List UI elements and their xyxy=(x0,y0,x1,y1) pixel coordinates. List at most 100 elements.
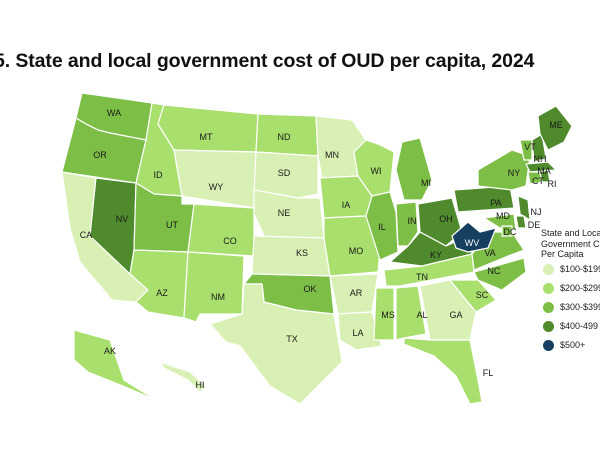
state-label-sc: SC xyxy=(476,290,489,300)
state-label-fl: FL xyxy=(483,368,494,378)
state-nc xyxy=(473,257,527,291)
state-sc xyxy=(449,279,497,313)
state-la xyxy=(337,311,383,351)
state-label-al: AL xyxy=(416,310,427,320)
state-al xyxy=(395,285,427,341)
state-label-wa: WA xyxy=(107,108,121,118)
state-vt xyxy=(519,139,533,161)
state-label-ri: RI xyxy=(548,179,557,189)
state-label-dc: DC xyxy=(504,227,517,237)
state-label-ma: MA xyxy=(537,166,551,176)
state-label-mt: MT xyxy=(200,132,213,142)
state-label-me: ME xyxy=(549,120,563,130)
state-label-ga: GA xyxy=(449,310,462,320)
state-label-ut: UT xyxy=(166,220,178,230)
state-ak xyxy=(73,329,157,401)
legend-swatch xyxy=(543,263,554,275)
state-pa xyxy=(453,185,515,213)
state-label-ar: AR xyxy=(350,288,363,298)
state-label-wy: WY xyxy=(209,182,224,192)
legend-item: $200-$299 xyxy=(541,282,600,298)
state-label-oh: OH xyxy=(439,214,453,224)
state-il xyxy=(365,191,399,261)
state-label-ky: KY xyxy=(430,250,442,260)
legend-swatch xyxy=(543,339,554,351)
state-de xyxy=(515,215,527,229)
state-ma xyxy=(525,161,557,173)
state-label-nc: NC xyxy=(488,266,501,276)
state-fl xyxy=(403,337,483,405)
legend-title: State and Local Government Cost Per Capi… xyxy=(541,228,600,260)
legend-title-line: Government Cost xyxy=(541,238,600,249)
state-nm xyxy=(183,251,245,323)
state-label-pa: PA xyxy=(490,198,501,208)
state-mt xyxy=(157,104,259,153)
state-label-mn: MN xyxy=(325,150,339,160)
state-sd xyxy=(253,151,319,199)
state-label-nv: NV xyxy=(116,214,129,224)
state-label-va: VA xyxy=(484,248,495,258)
legend-item: $300-$399 xyxy=(541,301,600,317)
state-label-ia: IA xyxy=(342,200,351,210)
legend-label: $100-$199 xyxy=(560,263,600,274)
legend-swatch xyxy=(543,320,554,332)
state-label-wv: WV xyxy=(465,238,480,248)
state-label-wi: WI xyxy=(371,166,382,176)
state-wi xyxy=(353,139,395,197)
state-label-tx: TX xyxy=(286,334,298,344)
state-me xyxy=(537,105,573,151)
state-label-ct: CT xyxy=(532,176,544,186)
state-ny xyxy=(477,149,531,191)
state-label-ok: OK xyxy=(303,284,316,294)
state-label-nm: NM xyxy=(211,292,225,302)
state-label-az: AZ xyxy=(156,288,168,298)
state-wv xyxy=(451,221,497,253)
state-in xyxy=(395,201,419,247)
state-ks xyxy=(251,235,331,277)
state-label-sd: SD xyxy=(278,168,291,178)
legend-title-line: State and Local xyxy=(541,228,600,238)
legend-item: $100-$199 xyxy=(541,263,600,279)
state-label-hi: HI xyxy=(196,380,205,390)
legend-title-line: Per Capita xyxy=(541,249,584,259)
state-ms xyxy=(373,287,395,341)
state-label-in: IN xyxy=(408,216,417,226)
state-label-de: DE xyxy=(528,220,541,230)
legend-label: $200-$299 xyxy=(560,282,600,293)
state-label-mo: MO xyxy=(349,246,364,256)
state-label-vt: VT xyxy=(524,142,536,152)
state-label-nj: NJ xyxy=(531,207,542,217)
state-hi xyxy=(159,361,207,393)
state-label-tn: TN xyxy=(416,272,428,282)
state-label-la: LA xyxy=(352,328,363,338)
state-ri xyxy=(539,169,551,183)
state-mi xyxy=(395,137,433,201)
state-label-id: ID xyxy=(154,170,164,180)
state-label-nd: ND xyxy=(278,132,291,142)
legend-item: $500+ xyxy=(541,339,600,355)
legend-label: $500+ xyxy=(560,339,586,350)
state-label-ca: CA xyxy=(80,230,93,240)
state-label-ne: NE xyxy=(278,208,291,218)
state-label-mi: MI xyxy=(421,178,431,188)
state-label-co: CO xyxy=(223,236,237,246)
state-label-ms: MS xyxy=(381,310,395,320)
map-title: 5. State and local government cost of OU… xyxy=(0,50,535,72)
state-label-md: MD xyxy=(496,211,510,221)
legend-swatch xyxy=(543,282,554,294)
legend-swatch xyxy=(543,301,554,313)
state-label-nh: NH xyxy=(534,154,547,164)
state-label-or: OR xyxy=(93,150,107,160)
legend-label: $400-499 xyxy=(560,320,599,331)
state-tx xyxy=(209,283,343,405)
state-nh xyxy=(531,133,547,163)
legend-label: $300-$399 xyxy=(560,301,600,312)
state-label-il: IL xyxy=(378,222,386,232)
state-label-ks: KS xyxy=(296,248,308,258)
legend: State and Local Government Cost Per Capi… xyxy=(541,228,600,355)
state-wy xyxy=(173,149,257,209)
state-nj xyxy=(517,195,531,221)
state-label-ny: NY xyxy=(508,168,521,178)
state-co xyxy=(187,203,255,257)
